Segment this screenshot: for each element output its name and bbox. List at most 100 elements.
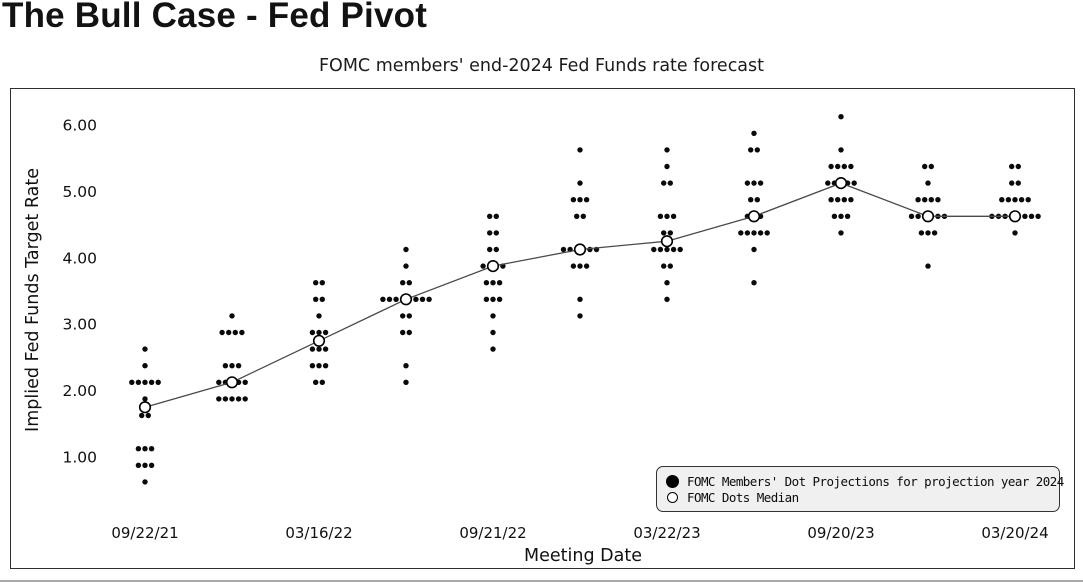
member-dot: [309, 329, 316, 336]
member-dot: [835, 197, 841, 203]
member-dot: [1009, 180, 1015, 186]
member-dot: [313, 379, 319, 385]
member-dot: [487, 213, 493, 219]
member-dot: [825, 180, 831, 186]
member-dot: [309, 363, 316, 369]
member-dot: [751, 246, 757, 253]
member-dot: [316, 363, 322, 369]
member-dot: [651, 246, 657, 253]
member-dot: [751, 280, 757, 286]
member-dot: [490, 346, 496, 352]
member-dot: [664, 246, 670, 253]
member-dot: [664, 147, 670, 153]
member-dot: [664, 296, 670, 302]
member-dot: [400, 313, 406, 319]
member-dot: [928, 197, 934, 203]
member-dot: [322, 363, 329, 369]
member-dot: [838, 114, 844, 120]
member-dot: [490, 329, 496, 336]
median-circle: [399, 293, 413, 306]
member-dot: [139, 412, 145, 419]
median-circle: [138, 401, 152, 414]
x-tick-label: 03/20/24: [981, 524, 1048, 542]
member-dot: [145, 412, 151, 419]
member-dot: [242, 396, 248, 402]
median-circle: [1008, 210, 1022, 223]
member-dot: [657, 213, 664, 219]
member-dot: [313, 280, 319, 286]
legend: FOMC Members' Dot Projections for projec…: [656, 466, 1064, 512]
legend-row-median: FOMC Dots Median: [666, 490, 1050, 505]
member-dot: [483, 296, 490, 302]
member-dot: [493, 246, 499, 253]
member-dot: [748, 197, 754, 203]
member-dot: [135, 462, 142, 468]
member-dot: [667, 230, 673, 236]
member-dot: [577, 313, 583, 319]
member-dot: [580, 213, 586, 219]
member-dot: [828, 197, 834, 203]
member-dot: [754, 197, 760, 203]
member-dot: [848, 163, 854, 170]
member-dot: [583, 263, 590, 269]
member-dot: [664, 280, 670, 286]
member-dot: [490, 313, 496, 319]
member-dot: [570, 263, 577, 269]
member-dot: [1018, 197, 1025, 203]
member-dot: [406, 329, 412, 336]
member-dot: [232, 329, 238, 336]
member-dot: [664, 163, 670, 170]
y-tick-label: 2.00: [62, 382, 97, 400]
member-dot: [560, 246, 567, 253]
member-dot: [922, 197, 928, 203]
member-dot: [1012, 230, 1018, 236]
x-tick-label: 03/22/23: [633, 524, 700, 542]
member-dot: [142, 479, 148, 485]
member-dot: [496, 296, 503, 302]
member-dot: [851, 180, 857, 186]
member-dot: [135, 446, 142, 452]
member-dot: [925, 263, 931, 269]
chart-title: FOMC members' end-2024 Fed Funds rate fo…: [318, 56, 765, 76]
member-dot: [1005, 197, 1012, 203]
member-dot: [322, 346, 329, 352]
member-dot: [661, 230, 667, 236]
member-dot: [838, 213, 844, 219]
member-dot: [229, 363, 235, 369]
member-dot: [1015, 180, 1021, 186]
median-circle: [921, 210, 935, 223]
member-dot: [229, 313, 235, 319]
filled-dot-icon: [666, 474, 679, 488]
member-dot: [670, 246, 677, 253]
member-dot: [155, 379, 161, 385]
member-dot: [1022, 213, 1028, 219]
member-dot: [135, 379, 142, 385]
member-dot: [413, 296, 419, 302]
member-dot: [400, 329, 406, 336]
member-dot: [322, 329, 329, 336]
x-tick-label: 09/21/22: [459, 524, 526, 542]
member-dot: [148, 446, 155, 452]
member-dot: [393, 296, 399, 302]
member-dot: [744, 230, 751, 236]
member-dot: [142, 379, 148, 385]
median-circle: [225, 376, 239, 389]
member-dot: [577, 180, 583, 186]
member-dot: [764, 230, 770, 236]
legend-median-label: FOMC Dots Median: [687, 489, 799, 505]
member-dot: [583, 197, 590, 203]
median-line: [144, 182, 1015, 408]
median-circle: [573, 243, 587, 256]
x-tick-label: 09/20/23: [807, 524, 874, 542]
member-dot: [419, 296, 426, 302]
member-dot: [1035, 213, 1041, 219]
member-dot: [925, 180, 931, 186]
member-dot: [309, 346, 316, 352]
member-dot: [480, 263, 486, 269]
member-dot: [216, 396, 222, 402]
bottom-divider: [0, 580, 1083, 582]
member-dot: [129, 379, 135, 385]
member-dot: [677, 246, 683, 253]
member-dot: [148, 462, 155, 468]
